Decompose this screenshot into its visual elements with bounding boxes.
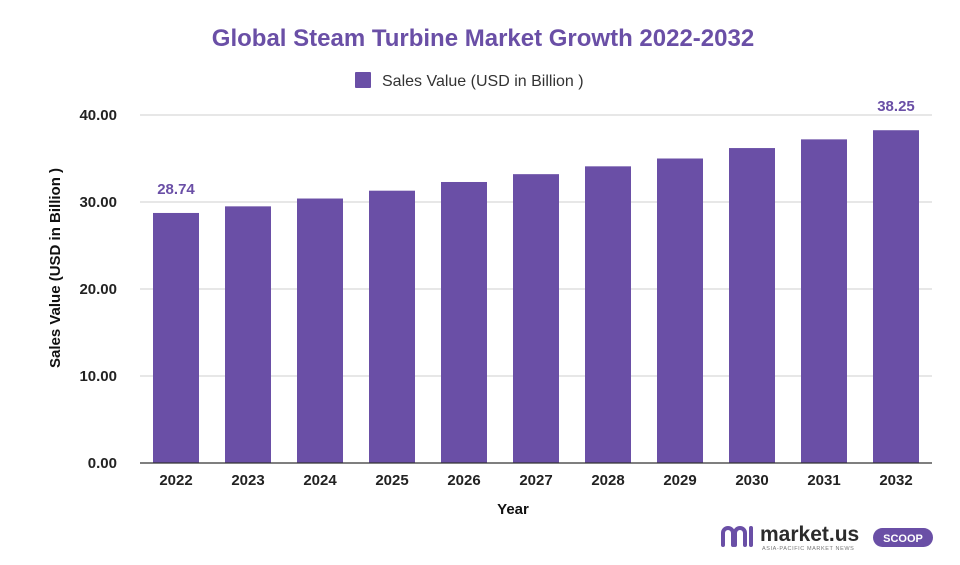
x-tick-label: 2029 [663,472,696,489]
x-tick-label: 2025 [375,472,408,489]
scoop-badge-label: SCOOP [883,533,923,545]
legend-swatch [355,72,371,88]
bar-2030 [729,148,775,463]
x-tick-label: 2022 [159,472,192,489]
data-label-2032: 38.25 [877,98,915,115]
x-tick-label: 2030 [735,472,768,489]
x-tick-label: 2032 [879,472,912,489]
y-tick-label: 20.00 [79,281,117,298]
legend-label: Sales Value (USD in Billion ) [382,73,584,90]
bar-2026 [441,181,487,464]
bar-2027 [513,174,559,463]
y-tick-label: 10.00 [79,368,117,385]
y-axis-label: Sales Value (USD in Billion ) [47,168,64,368]
y-axis-ticks: 0.00 10.00 20.00 30.00 40.00 [79,107,117,472]
bar-2029 [657,158,703,463]
brand-name: market.us [760,523,859,546]
market-us-logo-icon [721,526,753,547]
x-tick-label: 2026 [447,472,480,489]
bar-2024 [297,198,343,463]
y-tick-label: 40.00 [79,107,117,124]
legend: Sales Value (USD in Billion ) [355,72,584,90]
brand-tagline: ASIA-PACIFIC MARKET NEWS [762,546,854,552]
bar-2023 [225,206,271,463]
bar-2022 [153,212,199,463]
data-label-2022: 28.74 [157,181,195,198]
x-axis-ticks: 2022 2023 2024 2025 2026 2027 2028 2029 2030 2031… [159,472,912,489]
bars [153,130,919,464]
x-tick-label: 2027 [519,472,552,489]
bar-2031 [801,139,847,464]
x-axis-label: Year [497,501,529,518]
x-tick-label: 2031 [807,472,840,489]
chart-title: Global Steam Turbine Market Growth 2022-… [212,25,754,52]
x-tick-label: 2028 [591,472,624,489]
x-tick-label: 2023 [231,472,264,489]
bar-2025 [369,190,415,463]
x-tick-label: 2024 [303,472,337,489]
bar-2028 [585,166,631,463]
scoop-badge [873,528,933,547]
y-tick-label: 0.00 [88,455,117,472]
y-tick-label: 30.00 [79,194,117,211]
bar-2032 [873,130,919,463]
brand-logo: market.us ASIA-PACIFIC MARKET NEWS SCOOP [721,523,933,552]
data-labels: 28.74 38.25 [157,98,915,198]
